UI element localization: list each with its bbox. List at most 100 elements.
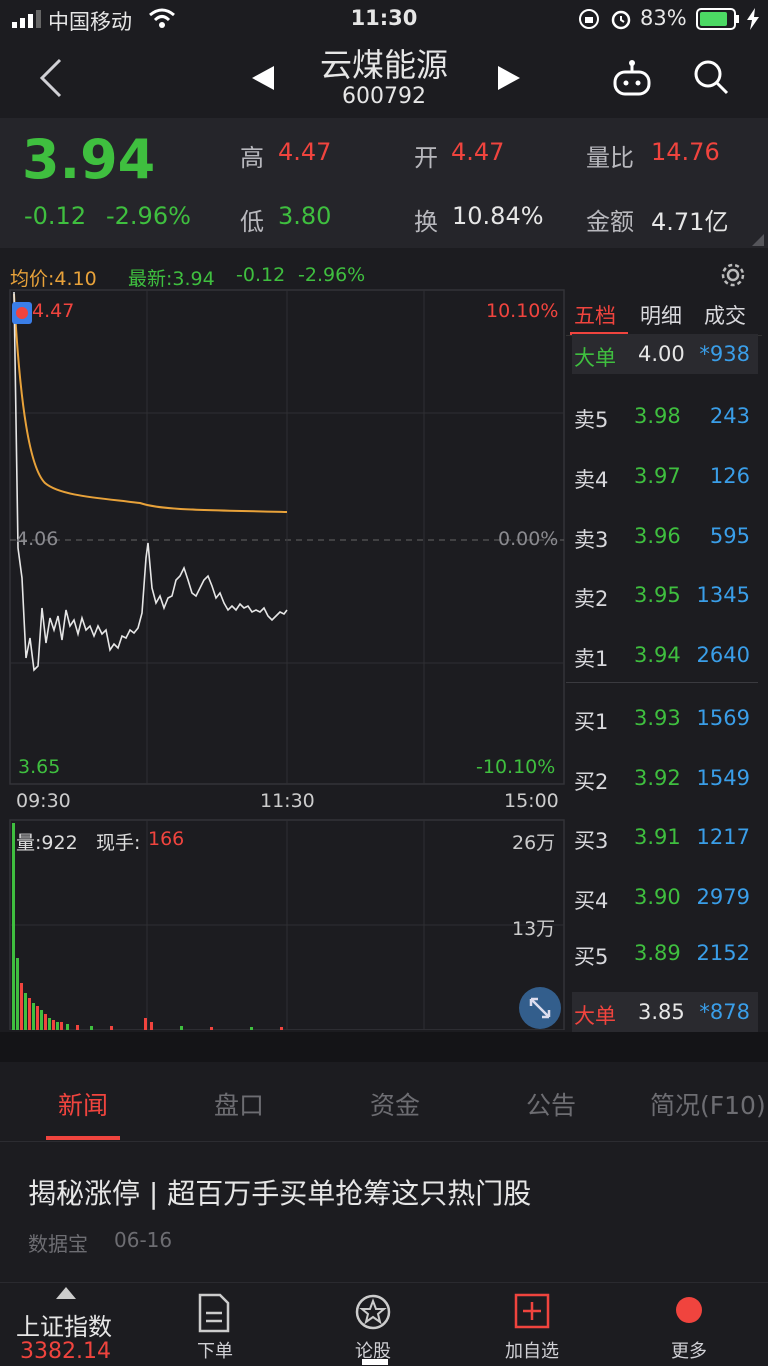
carrier: 中国移动 — [48, 10, 132, 34]
big-sell-vol: *938 — [699, 342, 750, 366]
pct-mid-label: 0.00% — [498, 528, 559, 550]
ask-price: 3.95 — [634, 583, 681, 607]
big-sell-label: 大单 — [574, 346, 616, 370]
big-buy-vol: *878 — [699, 1000, 750, 1024]
section-gap — [0, 1032, 768, 1062]
vol-mid-label: 13万 — [512, 918, 556, 940]
signal-icon — [12, 10, 41, 28]
battery-percent: 83% — [640, 6, 687, 30]
forum-icon[interactable] — [354, 1293, 392, 1331]
ask-vol: 1345 — [696, 583, 750, 607]
search-icon[interactable] — [692, 58, 730, 96]
index-value: 3382.14 — [20, 1339, 111, 1364]
ask-price: 3.96 — [634, 524, 681, 548]
more-button[interactable]: 更多 — [671, 1341, 707, 1362]
y-mid-label: 4.06 — [16, 528, 59, 550]
index-name[interactable]: 上证指数 — [16, 1313, 112, 1341]
x-start-label: 09:30 — [16, 790, 71, 812]
news-source: 数据宝 — [28, 1232, 88, 1256]
y-top-label: 4.47 — [32, 300, 75, 322]
tab-indicator — [570, 332, 628, 335]
big-buy-price: 3.85 — [638, 1000, 685, 1024]
ask-row: 卖5 3.98 243 — [572, 396, 758, 436]
add-watchlist-button[interactable]: 加自选 — [505, 1341, 559, 1362]
clock: 11:30 — [350, 6, 418, 30]
amount-value: 4.71亿 — [651, 208, 729, 236]
up-arrow-icon — [56, 1287, 76, 1299]
open-value: 4.47 — [451, 138, 505, 166]
bid-row: 买4 3.90 2979 — [572, 877, 758, 917]
bid-price: 3.93 — [634, 706, 681, 730]
fullscreen-icon[interactable] — [518, 986, 562, 1030]
badge-icon — [12, 302, 32, 324]
news-item[interactable]: 揭秘涨停 | 超百万手买单抢筹这只热门股 数据宝 06-16 — [0, 1142, 768, 1272]
ask-row: 卖2 3.95 1345 — [572, 575, 758, 615]
ask-vol: 243 — [709, 404, 750, 428]
tab-announcements[interactable]: 公告 — [526, 1091, 577, 1120]
tab-f10[interactable]: 简况(F10) — [650, 1091, 766, 1120]
prev-stock-icon[interactable] — [252, 66, 276, 90]
nav-bar: 云煤能源 600792 — [0, 38, 768, 118]
intraday-chart — [9, 289, 565, 1030]
y-bottom-label: 3.65 — [18, 756, 61, 778]
volume-label: 量:922 — [16, 832, 78, 854]
bid-vol: 2979 — [696, 885, 750, 909]
ask-price: 3.94 — [634, 643, 681, 667]
bottom-bar: 上证指数 3382.14 下单 论股 加自选 更多 — [0, 1282, 768, 1366]
ask-vol: 126 — [709, 464, 750, 488]
forum-button[interactable]: 论股 — [355, 1341, 391, 1362]
order-icon[interactable] — [196, 1293, 232, 1333]
hand-value: 166 — [148, 828, 185, 850]
order-button[interactable]: 下单 — [197, 1341, 233, 1362]
bid-price: 3.90 — [634, 885, 681, 909]
low-label: 低 — [240, 208, 264, 236]
bid-row: 买3 3.91 1217 — [572, 817, 758, 857]
amount-label: 金额 — [586, 208, 634, 236]
tab-news-indicator — [46, 1136, 120, 1140]
bid-name: 买4 — [574, 889, 609, 913]
robot-icon[interactable] — [612, 58, 652, 98]
bid-vol: 2152 — [696, 941, 750, 965]
chart-area: 均价:4.10 最新:3.94 -0.12 -2.96% — [0, 258, 768, 1030]
ask-name: 卖2 — [574, 587, 609, 611]
more-icon[interactable] — [672, 1293, 706, 1327]
tab-funds[interactable]: 资金 — [370, 1091, 421, 1120]
expand-corner-icon[interactable] — [752, 234, 764, 246]
ask-vol: 2640 — [696, 643, 750, 667]
latest-price-label: 最新:3.94 — [128, 268, 215, 290]
add-watchlist-icon[interactable] — [514, 1293, 550, 1329]
bid-price: 3.91 — [634, 825, 681, 849]
quote-panel: 3.94 -0.12 -2.96% 高 4.47 开 4.47 量比 14.76… — [0, 118, 768, 248]
latest-pct-label: -2.96% — [298, 264, 366, 286]
news-date: 06-16 — [114, 1228, 173, 1252]
next-stock-icon[interactable] — [496, 66, 520, 90]
news-headline[interactable]: 揭秘涨停 | 超百万手买单抢筹这只热门股 — [28, 1177, 532, 1210]
bid-name: 买1 — [574, 710, 609, 734]
volume-bars — [12, 823, 283, 1030]
ask-row: 卖3 3.96 595 — [572, 516, 758, 556]
vol-ratio-value: 14.76 — [651, 138, 720, 166]
charging-icon — [747, 8, 759, 30]
bid-row: 买1 3.93 1569 — [572, 698, 758, 738]
x-mid-label: 11:30 — [260, 790, 315, 812]
settings-gear-icon[interactable] — [720, 262, 746, 288]
tab-trades[interactable]: 成交 — [704, 304, 746, 328]
wifi-icon — [149, 8, 175, 28]
tab-news[interactable]: 新闻 — [58, 1091, 109, 1120]
current-price: 3.94 — [22, 128, 156, 191]
big-sell-row: 大单 4.00 *938 — [572, 334, 758, 374]
x-end-label: 15:00 — [504, 790, 559, 812]
orderbook-tabs: 五档 明细 成交 — [566, 290, 762, 336]
back-icon[interactable] — [38, 58, 64, 98]
stock-name: 云煤能源 — [319, 46, 448, 84]
price-change: -0.12 — [24, 202, 87, 230]
pct-bottom-label: -10.10% — [476, 756, 556, 778]
battery-icon — [696, 8, 739, 30]
orderbook-divider — [566, 682, 758, 683]
big-sell-price: 4.00 — [638, 342, 685, 366]
ask-row: 卖4 3.97 126 — [572, 456, 758, 496]
page-indicator — [362, 1359, 388, 1365]
tab-pankou[interactable]: 盘口 — [214, 1091, 265, 1120]
tab-detail[interactable]: 明细 — [640, 304, 682, 328]
tab-five-level[interactable]: 五档 — [574, 304, 616, 328]
